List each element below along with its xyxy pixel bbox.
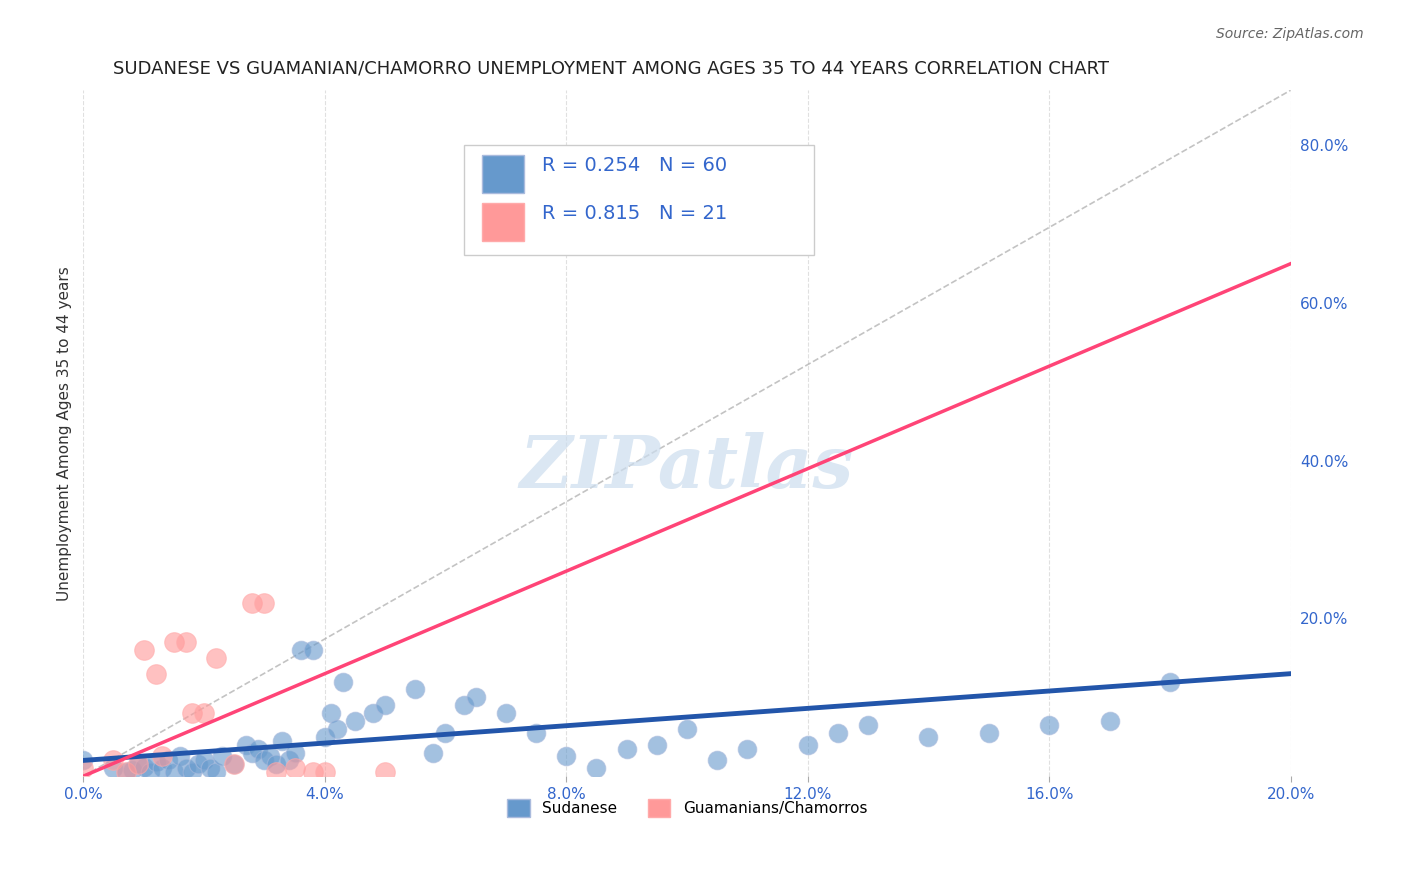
FancyBboxPatch shape: [464, 145, 814, 255]
Point: [114, 765, 136, 780]
Point: [224, 757, 246, 772]
Point: [585, 761, 607, 775]
Point: [121, 763, 143, 777]
Point: [284, 761, 307, 775]
Text: SUDANESE VS GUAMANIAN/CHAMORRO UNEMPLOYMENT AMONG AGES 35 TO 44 YEARS CORRELATIO: SUDANESE VS GUAMANIAN/CHAMORRO UNEMPLOYM…: [114, 60, 1109, 78]
Point: [145, 666, 167, 681]
Point: [253, 753, 276, 767]
Point: [72, 761, 94, 775]
Point: [205, 765, 228, 780]
Point: [856, 718, 879, 732]
Y-axis label: Unemployment Among Ages 35 to 44 years: Unemployment Among Ages 35 to 44 years: [58, 266, 72, 600]
Point: [290, 643, 312, 657]
Point: [277, 753, 299, 767]
Point: [174, 761, 197, 775]
Point: [127, 757, 149, 772]
Point: [343, 714, 366, 728]
Point: [150, 749, 173, 764]
Text: Source: ZipAtlas.com: Source: ZipAtlas.com: [1216, 27, 1364, 41]
Point: [404, 682, 426, 697]
Point: [132, 643, 155, 657]
Point: [145, 755, 167, 769]
Text: ZIPatlas: ZIPatlas: [520, 432, 853, 503]
Point: [1098, 714, 1121, 728]
Point: [524, 726, 547, 740]
Point: [737, 741, 759, 756]
Point: [645, 738, 668, 752]
Point: [495, 706, 517, 720]
FancyBboxPatch shape: [482, 155, 524, 194]
Point: [240, 596, 263, 610]
Point: [284, 746, 307, 760]
Point: [103, 761, 125, 775]
Point: [127, 757, 149, 772]
Point: [464, 690, 486, 705]
Point: [224, 757, 246, 772]
Point: [555, 749, 578, 764]
Point: [72, 753, 94, 767]
Point: [1159, 674, 1181, 689]
Point: [156, 753, 179, 767]
Point: [163, 635, 186, 649]
Point: [266, 765, 288, 780]
Point: [193, 706, 215, 720]
Point: [247, 741, 270, 756]
Point: [132, 760, 155, 774]
Point: [271, 733, 294, 747]
Point: [181, 706, 204, 720]
Point: [1038, 718, 1060, 732]
Point: [240, 746, 263, 760]
Point: [332, 674, 354, 689]
Point: [235, 738, 257, 752]
Point: [706, 753, 728, 767]
Point: [259, 749, 281, 764]
Legend: Sudanese, Guamanians/Chamorros: Sudanese, Guamanians/Chamorros: [501, 793, 873, 823]
Point: [253, 596, 276, 610]
Point: [114, 765, 136, 780]
Point: [434, 726, 457, 740]
Point: [319, 706, 342, 720]
Point: [453, 698, 475, 713]
Point: [138, 765, 160, 780]
Point: [301, 643, 323, 657]
Point: [187, 757, 209, 772]
Point: [174, 635, 197, 649]
Point: [827, 726, 849, 740]
Point: [361, 706, 384, 720]
Point: [422, 746, 444, 760]
Point: [150, 761, 173, 775]
Point: [198, 761, 221, 775]
Point: [193, 753, 215, 767]
FancyBboxPatch shape: [482, 203, 524, 241]
Point: [374, 765, 396, 780]
Point: [676, 722, 699, 736]
Point: [103, 753, 125, 767]
Point: [977, 726, 1000, 740]
Point: [181, 765, 204, 780]
Point: [326, 722, 349, 736]
Point: [205, 651, 228, 665]
Point: [374, 698, 396, 713]
Point: [314, 765, 336, 780]
Point: [301, 765, 323, 780]
Point: [211, 749, 233, 764]
Point: [796, 738, 818, 752]
Point: [464, 233, 486, 247]
Point: [266, 757, 288, 772]
Text: R = 0.815   N = 21: R = 0.815 N = 21: [543, 204, 727, 223]
Point: [616, 741, 638, 756]
Point: [169, 749, 191, 764]
Point: [917, 730, 939, 744]
Point: [314, 730, 336, 744]
Point: [163, 765, 186, 780]
Text: R = 0.254   N = 60: R = 0.254 N = 60: [543, 156, 727, 175]
